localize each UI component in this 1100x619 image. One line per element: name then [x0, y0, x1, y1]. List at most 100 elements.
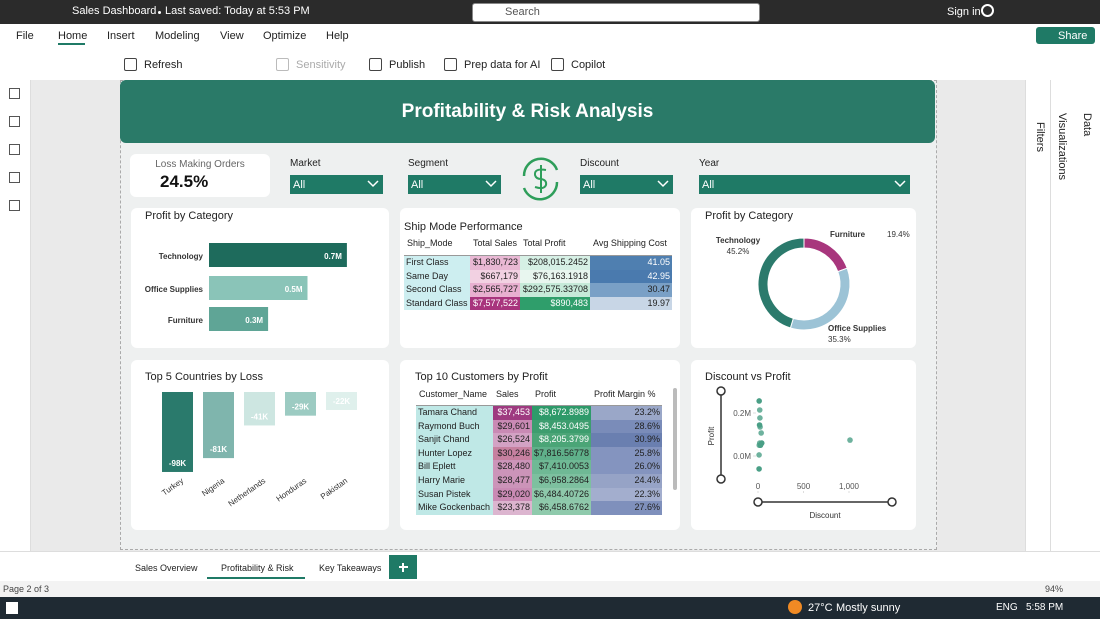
pane-divider [1050, 80, 1051, 551]
visual-title: Profit by Category [705, 210, 794, 222]
ribbon-button[interactable]: Sensitivity [296, 59, 346, 71]
slider-handle [753, 497, 763, 507]
ribbon-button[interactable]: Refresh [144, 59, 183, 71]
x-tick-label: 500 [797, 482, 811, 491]
page-indicator: Page 2 of 3 [3, 584, 50, 594]
header-rule [404, 255, 672, 256]
chevron [894, 180, 906, 188]
slicer-value: All [411, 179, 424, 191]
y-tick-label: 0.2M [733, 409, 751, 418]
status-bar [0, 581, 1100, 597]
bar [209, 307, 269, 331]
avatar[interactable] [981, 4, 994, 17]
share-label: Share [1058, 30, 1088, 42]
ribbon-icon[interactable] [444, 58, 457, 71]
chevron [485, 180, 497, 188]
chevron [657, 180, 669, 188]
category-label: Netherlands [227, 476, 268, 508]
slider-handle [716, 474, 726, 484]
header-banner [120, 80, 935, 143]
sign-in[interactable]: Sign in [947, 6, 981, 18]
menu-item[interactable]: View [220, 30, 244, 42]
table-cell: $6,458.6762 [532, 501, 591, 516]
menu-item[interactable]: File [16, 30, 34, 42]
slicer-dropdown[interactable] [580, 175, 673, 194]
category-label: Furniture [168, 316, 204, 325]
ribbon-icon[interactable] [124, 58, 137, 71]
point [757, 424, 763, 430]
menu-item[interactable]: Help [326, 30, 349, 42]
category-label: Honduras [275, 476, 309, 503]
pane-tab[interactable]: Data [1081, 113, 1093, 137]
ribbon-icon[interactable] [551, 58, 564, 71]
start-button[interactable] [6, 602, 18, 614]
nav-icon[interactable] [9, 172, 20, 183]
page-tab[interactable]: Sales Overview [135, 563, 198, 573]
kpi-label: Loss Making Orders [155, 159, 245, 170]
slice-value: 45.2% [727, 247, 750, 256]
slider-handle [716, 386, 726, 396]
menu-item[interactable]: Home [58, 30, 88, 42]
point [756, 407, 763, 413]
table-cell: Standard Class [404, 296, 470, 311]
slicer-dropdown[interactable] [408, 175, 501, 194]
menu-item[interactable]: Insert [107, 30, 135, 42]
file-name: Sales Dashboard [72, 5, 157, 17]
share-button[interactable] [1036, 27, 1095, 44]
data-label: -41K [251, 412, 269, 421]
table-cell: $23,378 [493, 501, 532, 516]
data-label: -29K [292, 403, 310, 412]
slicer-value: All [702, 179, 715, 191]
slicer-label: Segment [408, 158, 449, 169]
slicer-value: All [293, 179, 306, 191]
data-label: 0.3M [245, 316, 263, 325]
table-header: Profit [535, 389, 557, 399]
page-tab[interactable]: Key Takeaways [319, 563, 382, 573]
tab-active [207, 577, 305, 579]
bar [209, 243, 347, 267]
table-header: Sales [496, 389, 519, 399]
save-status[interactable]: Last saved: Today at 5:53 PM [165, 5, 310, 17]
donut-slice [789, 267, 851, 331]
data-label: 0.5M [285, 285, 303, 294]
ribbon-button[interactable]: Prep data for AI [464, 59, 541, 71]
bar [244, 392, 275, 426]
ribbon-icon[interactable] [276, 58, 289, 71]
point [756, 398, 762, 404]
clock[interactable]: 5:58 PM [1026, 602, 1064, 613]
zoom-level[interactable]: 94% [1045, 584, 1064, 594]
card [130, 154, 270, 197]
slicer-label: Market [290, 158, 321, 169]
bar [285, 392, 316, 416]
weather[interactable]: Mostly sunny [836, 602, 901, 614]
page-tab[interactable]: Profitability & Risk [221, 563, 294, 573]
table-header: Total Sales [473, 238, 518, 248]
slicer-dropdown[interactable] [699, 175, 910, 194]
ribbon-button[interactable]: Copilot [571, 59, 606, 71]
menu-underline [58, 43, 85, 45]
menu-item[interactable]: Optimize [263, 30, 307, 42]
add-page-plus [402, 563, 404, 572]
data-label: -22K [333, 397, 351, 406]
menu-item[interactable]: Modeling [155, 30, 200, 42]
search-box[interactable] [472, 3, 760, 22]
nav-icon[interactable] [9, 144, 20, 155]
point [847, 437, 853, 443]
temperature[interactable]: 27°C [808, 602, 833, 614]
category-label: Office Supplies [145, 285, 204, 294]
nav-icon[interactable] [9, 88, 20, 99]
pane-tab[interactable]: Filters [1034, 122, 1046, 152]
slice-value: 19.4% [887, 230, 910, 239]
pane-tab[interactable]: Visualizations [1056, 113, 1068, 181]
nav-icon[interactable] [9, 200, 20, 211]
nav-icon[interactable] [9, 116, 20, 127]
slicer-dropdown[interactable] [290, 175, 383, 194]
language[interactable]: ENG [996, 602, 1018, 613]
ribbon-icon[interactable] [369, 58, 382, 71]
data-label: -81K [210, 445, 228, 454]
ribbon-button[interactable]: Publish [389, 59, 426, 71]
bar [203, 392, 234, 459]
table-cell: Mike Gockenbach [416, 501, 493, 516]
y-tick-label: 0.0M [733, 452, 751, 461]
